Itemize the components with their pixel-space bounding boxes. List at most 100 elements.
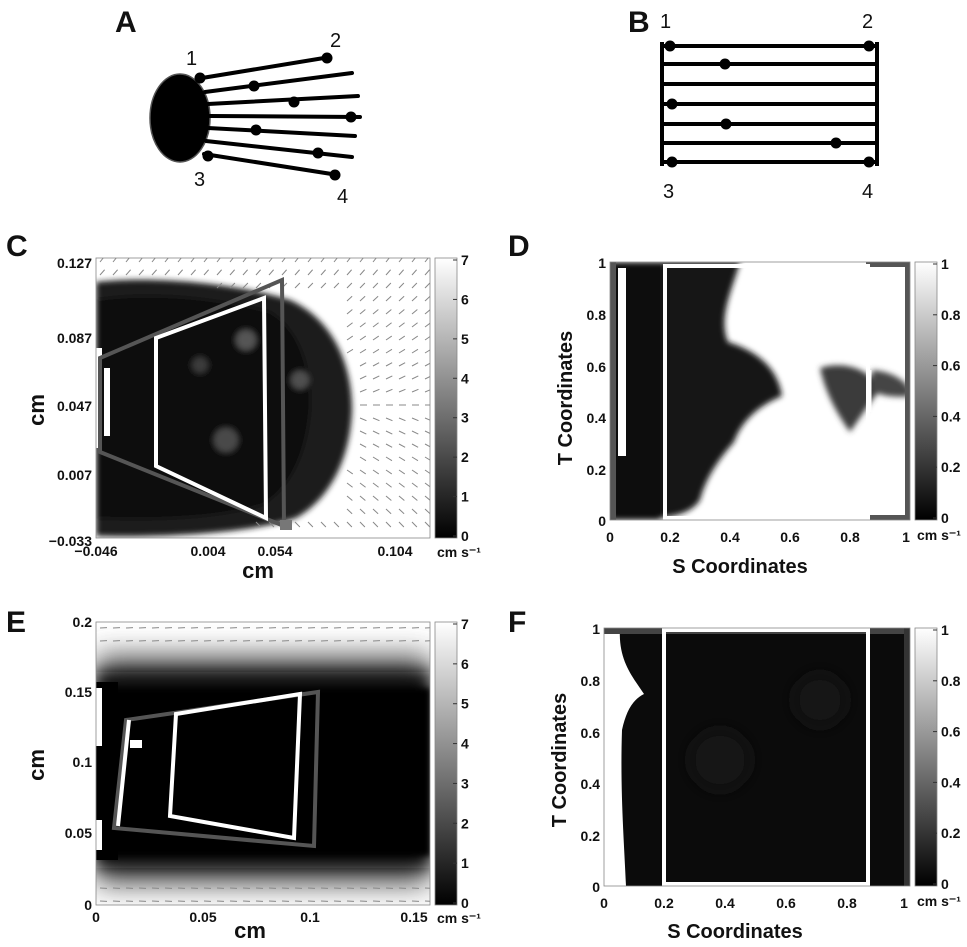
y-tick-f-3: 0.4 <box>581 776 601 792</box>
y-axis-label-c: cm <box>24 394 49 426</box>
y-tick-c-3: 0.007 <box>57 467 92 483</box>
y-tick-d-5: 0 <box>598 513 606 529</box>
colorbar-f-unit: cm s⁻¹ <box>917 893 961 909</box>
y-tick-f-0: 1 <box>592 621 600 637</box>
colorbar-f-tick-3: 0.4 <box>941 774 961 790</box>
leg-markers <box>194 52 357 181</box>
x-tick-c-1: 0.004 <box>190 543 225 559</box>
colorbar-f-tick-5: 0 <box>941 876 949 892</box>
panel-label-a: A <box>115 6 137 39</box>
corner-label-a3: 3 <box>194 169 205 191</box>
colorbar-d-unit: cm s⁻¹ <box>917 527 961 543</box>
colorbar-e-tick-7: 0 <box>461 895 469 911</box>
corner-label-a4: 4 <box>337 186 348 208</box>
x-axis-label-c: cm <box>242 558 274 583</box>
y-tick-f-4: 0.2 <box>581 828 601 844</box>
y-tick-c-4: −0.033 <box>49 533 92 549</box>
y-tick-c-1: 0.087 <box>57 330 92 346</box>
colorbar-f <box>914 627 938 887</box>
x-ticks-f: 0 0.2 0.4 0.6 0.8 1 <box>600 895 908 911</box>
y-tick-f-5: 0 <box>592 879 600 895</box>
y-ticks-c: 0.127 0.087 0.047 0.007 −0.033 <box>49 255 92 549</box>
grid-markers <box>664 40 875 168</box>
x-ticks-d: 0 0.2 0.4 0.6 0.8 1 <box>606 529 910 545</box>
corner-label-b2: 2 <box>862 11 873 33</box>
x-tick-e-3: 0.15 <box>400 909 427 925</box>
colorbar-c-tick-1: 6 <box>461 291 469 307</box>
x-axis-label-f: S Coordinates <box>667 921 803 943</box>
y-axis-label-d: T Coordinates <box>555 331 577 465</box>
x-tick-f-2: 0.4 <box>715 895 735 911</box>
y-tick-e-0: 0.2 <box>73 614 93 630</box>
colorbar-e-tick-3: 4 <box>461 736 469 752</box>
colorbar-c-unit: cm s⁻¹ <box>437 544 481 560</box>
y-ticks-e: 0.2 0.15 0.1 0.05 0 <box>65 614 92 913</box>
y-tick-d-4: 0.2 <box>587 462 607 478</box>
colorbar-e-ticks: 7 6 5 4 3 2 1 0 <box>453 616 469 911</box>
x-tick-e-0: 0 <box>92 909 100 925</box>
heatmap-e <box>96 627 430 902</box>
colorbar-e-tick-0: 7 <box>461 616 469 632</box>
x-tick-c-3: 0.104 <box>377 543 412 559</box>
x-tick-f-3: 0.6 <box>776 895 796 911</box>
colorbar-c-tick-0: 7 <box>461 252 469 268</box>
x-tick-d-2: 0.4 <box>720 529 740 545</box>
panel-label-c: C <box>6 230 28 263</box>
heatmap-d <box>610 262 910 520</box>
velocity-arrows-c <box>99 258 430 528</box>
colorbar-e-tick-6: 1 <box>461 855 469 871</box>
colorbar-c-tick-3: 4 <box>461 370 469 386</box>
x-tick-f-0: 0 <box>600 895 608 911</box>
colorbar-e-tick-1: 6 <box>461 656 469 672</box>
colorbar-f-ticks: 1 0.8 0.6 0.4 0.2 0 <box>933 622 961 892</box>
colorbar-d-tick-4: 0.2 <box>941 459 961 475</box>
colorbar-c-tick-4: 3 <box>461 410 469 426</box>
grid-diagram <box>660 42 879 166</box>
inner-outline-f <box>662 628 870 886</box>
y-tick-e-3: 0.05 <box>65 825 92 841</box>
y-tick-e-1: 0.15 <box>65 684 92 700</box>
body-ellipse <box>149 73 211 163</box>
colorbar-d-tick-2: 0.6 <box>941 358 961 374</box>
colorbar-d-tick-3: 0.4 <box>941 408 961 424</box>
colorbar-f-tick-0: 1 <box>941 622 949 638</box>
colorbar-d-tick-5: 0 <box>941 510 949 526</box>
y-axis-label-e: cm <box>24 749 49 781</box>
x-tick-c-0: −0.046 <box>74 543 117 559</box>
corner-label-a2: 2 <box>330 30 341 52</box>
x-tick-e-1: 0.05 <box>189 909 216 925</box>
heatmap-f <box>604 628 910 886</box>
y-tick-d-2: 0.6 <box>587 359 607 375</box>
x-tick-e-2: 0.1 <box>300 909 320 925</box>
corner-label-b3: 3 <box>663 181 674 203</box>
colorbar-e-tick-4: 3 <box>461 775 469 791</box>
heatmap-c <box>96 258 430 537</box>
colorbar-d-tick-1: 0.8 <box>941 307 961 323</box>
panel-c: C 7 6 5 4 3 2 1 0 cm s⁻¹ −0.046 0.004 <box>6 230 481 583</box>
colorbar-d-ticks: 1 0.8 0.6 0.4 0.2 0 <box>933 256 961 526</box>
colorbar-f-tick-1: 0.8 <box>941 673 961 689</box>
velocity-arrows-e <box>99 627 430 902</box>
x-tick-c-2: 0.054 <box>257 543 292 559</box>
y-axis-label-f: T Coordinates <box>549 693 571 827</box>
y-tick-d-0: 1 <box>598 255 606 271</box>
panel-f: F 1 0.8 0.6 0.4 0.2 0 cm s⁻¹ 0 0.2 0.4 0.6 0.… <box>508 606 961 943</box>
panel-label-f: F <box>508 606 526 639</box>
inner-outline-d <box>663 264 870 520</box>
colorbar-e-tick-5: 2 <box>461 815 469 831</box>
x-tick-d-4: 0.8 <box>840 529 860 545</box>
inner-outline-e <box>167 691 303 841</box>
x-ticks-e: 0 0.05 0.1 0.15 <box>92 909 428 925</box>
colorbar-e-tick-2: 5 <box>461 696 469 712</box>
x-tick-f-5: 1 <box>900 895 908 911</box>
colorbar-e <box>434 621 458 906</box>
y-tick-f-1: 0.8 <box>581 673 601 689</box>
corner-label-a1: 1 <box>186 48 197 70</box>
colorbar-d <box>914 261 938 521</box>
x-ticks-c: −0.046 0.004 0.054 0.104 <box>74 543 412 559</box>
inner-outline-c <box>154 295 269 522</box>
y-tick-e-2: 0.1 <box>73 754 93 770</box>
y-tick-e-4: 0 <box>84 897 92 913</box>
colorbar-f-tick-4: 0.2 <box>941 825 961 841</box>
colorbar-d-tick-0: 1 <box>941 256 949 272</box>
